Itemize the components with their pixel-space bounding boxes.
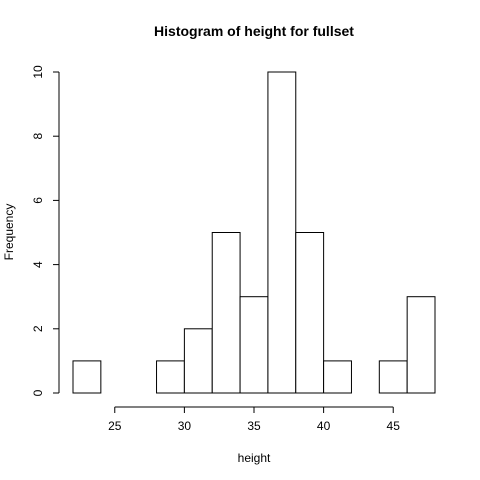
chart-title: Histogram of height for fullset [154,23,354,39]
histogram-bar [323,360,352,394]
histogram-bar [239,296,269,394]
x-axis-label: height [238,451,271,465]
x-tick-label: 40 [317,419,331,433]
histogram-bar [267,71,297,394]
x-tick-label: 45 [387,419,401,433]
histogram-bar [295,232,325,394]
y-tick-label: 0 [31,389,45,396]
histogram-bar [406,296,436,394]
histogram-bar [72,360,102,394]
bars-group [72,71,436,394]
x-tick-label: 30 [178,419,192,433]
y-axis-label: Frequency [2,204,16,261]
y-tick-label: 6 [31,197,45,204]
y-axis: 0 2 4 6 8 10 [31,65,60,396]
histogram-bar [211,232,241,394]
histogram-bar [156,360,185,394]
x-axis: 25 30 35 40 45 [108,406,401,433]
histogram-bar [183,328,213,394]
x-tick-label: 25 [108,419,122,433]
x-tick-label: 35 [247,419,261,433]
y-tick-label: 4 [31,261,45,268]
y-tick-label: 10 [31,65,45,79]
y-tick-label: 2 [31,325,45,332]
histogram-bar [378,360,408,394]
y-tick-label: 8 [31,133,45,140]
